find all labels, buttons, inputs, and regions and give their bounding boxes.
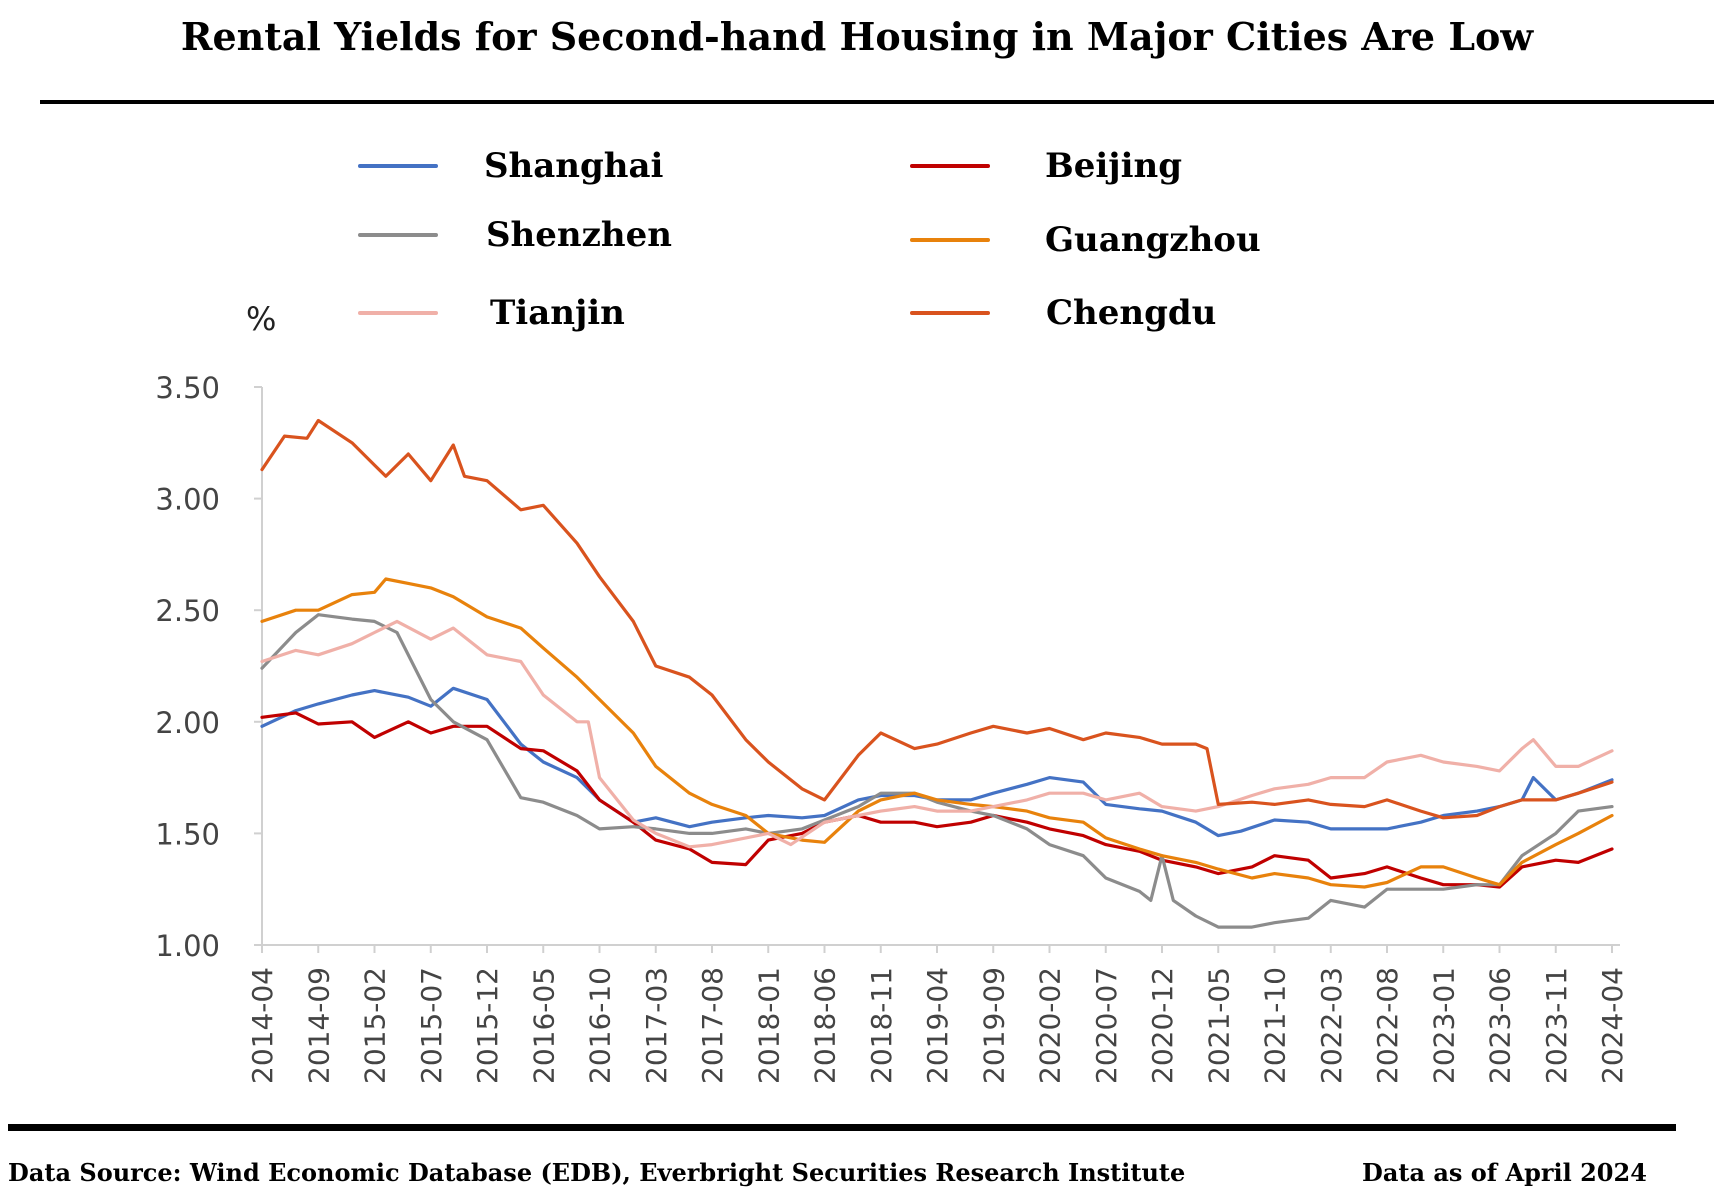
legend-swatch xyxy=(910,238,990,242)
series-line-tianjin xyxy=(260,619,1614,849)
legend-label: Guangzhou xyxy=(1045,220,1261,260)
legend-label: Chengdu xyxy=(1046,293,1217,333)
data-source-note: Data Source: Wind Economic Database (EDB… xyxy=(8,1158,1186,1187)
x-tick-label: 2017-08 xyxy=(696,967,729,1084)
x-tick-label: 2023-06 xyxy=(1484,967,1517,1084)
legend-swatch xyxy=(910,164,990,168)
chart-title: Rental Yields for Second-hand Housing in… xyxy=(180,14,1534,59)
x-tick-label: 2024-04 xyxy=(1596,967,1629,1084)
x-tick-label: 2019-09 xyxy=(977,967,1010,1084)
legend-swatch xyxy=(358,164,438,168)
y-tick-label: 3.50 xyxy=(155,371,220,405)
footer-divider xyxy=(8,1124,1676,1131)
x-tick-label: 2018-06 xyxy=(809,967,842,1084)
series-line-chengdu xyxy=(260,418,1614,820)
x-tick-label: 2020-02 xyxy=(1034,967,1067,1084)
x-tick-label: 2018-01 xyxy=(752,967,785,1084)
y-axis-unit-label: % xyxy=(246,300,277,338)
x-tick-label: 2020-12 xyxy=(1146,967,1179,1084)
y-tick-label: 2.00 xyxy=(155,706,220,740)
x-tick-label: 2019-04 xyxy=(921,967,954,1084)
legend-label: Beijing xyxy=(1045,146,1182,186)
legend-label: Shanghai xyxy=(484,146,664,186)
y-tick-label: 1.50 xyxy=(155,817,220,851)
x-tick-label: 2020-07 xyxy=(1090,967,1123,1084)
x-tick-label: 2022-03 xyxy=(1315,967,1348,1084)
x-tick-label: 2014-09 xyxy=(302,967,335,1084)
x-tick-label: 2018-11 xyxy=(865,967,898,1084)
legend-swatch xyxy=(910,311,990,315)
series-line-beijing xyxy=(260,711,1614,889)
x-tick-label: 2021-10 xyxy=(1259,967,1292,1084)
series-line-shanghai xyxy=(260,686,1614,838)
x-tick-label: 2015-02 xyxy=(359,967,392,1084)
y-tick-label: 2.50 xyxy=(155,594,220,628)
series-line-shenzhen xyxy=(260,613,1614,929)
x-tick-label: 2021-05 xyxy=(1202,967,1235,1084)
x-tick-label: 2022-08 xyxy=(1371,967,1404,1084)
y-tick-label: 3.00 xyxy=(155,483,220,517)
x-tick-label: 2015-07 xyxy=(415,967,448,1084)
series-line-guangzhou xyxy=(260,577,1614,889)
x-tick-label: 2023-11 xyxy=(1540,967,1573,1084)
x-tick-label: 2016-05 xyxy=(527,967,560,1084)
x-tick-label: 2023-01 xyxy=(1427,967,1460,1084)
legend-swatch xyxy=(358,311,438,315)
title-divider xyxy=(40,100,1714,104)
y-tick-label: 1.00 xyxy=(155,929,220,963)
data-date-note: Data as of April 2024 xyxy=(1362,1158,1647,1187)
x-tick-label: 2015-12 xyxy=(471,967,504,1084)
legend-label: Tianjin xyxy=(490,293,625,333)
legend-swatch xyxy=(358,233,438,237)
x-tick-label: 2014-04 xyxy=(246,967,279,1084)
legend-label: Shenzhen xyxy=(486,215,673,255)
x-tick-label: 2016-10 xyxy=(584,967,617,1084)
x-tick-label: 2017-03 xyxy=(640,967,673,1084)
